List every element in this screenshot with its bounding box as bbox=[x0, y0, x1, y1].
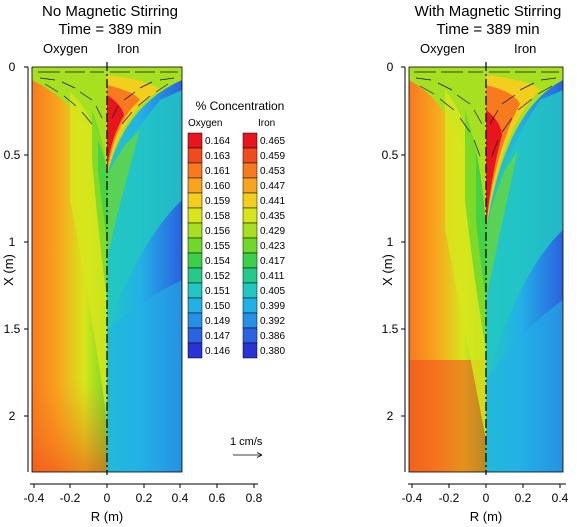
legend-oxygen-value: 0.149 bbox=[205, 316, 230, 327]
left-y-tick: 2 bbox=[9, 409, 16, 423]
right-panel-subtitle: Time = 389 min bbox=[436, 21, 540, 38]
right-x-tick: -0.4 bbox=[402, 491, 423, 505]
legend-title: % Concentration bbox=[196, 99, 285, 113]
left-x-tick: 0.2 bbox=[136, 491, 153, 505]
right-y-tick: 0.5 bbox=[382, 148, 399, 162]
legend-iron-value: 0.423 bbox=[260, 241, 285, 252]
legend-oxygen-value: 0.154 bbox=[205, 256, 230, 267]
left-x-tick: 0 bbox=[104, 491, 111, 505]
left-plot-frame bbox=[31, 66, 183, 473]
left-x-tick: 0.8 bbox=[246, 491, 263, 505]
right-x-axis-label: R (m) bbox=[470, 509, 503, 524]
right-y-tick: 2 bbox=[387, 409, 394, 423]
left-x-tick: -0.2 bbox=[60, 491, 81, 505]
right-x-tick: 0.4 bbox=[552, 491, 569, 505]
right-flow-vectors bbox=[414, 71, 559, 157]
legend-oxygen-value: 0.146 bbox=[205, 346, 230, 357]
right-x-tick: -0.2 bbox=[439, 491, 460, 505]
vector-scale-arrow bbox=[233, 452, 263, 458]
legend-oxygen-value: 0.152 bbox=[205, 271, 230, 282]
legend-oxygen-value: 0.159 bbox=[205, 196, 230, 207]
left-y-tick: 1.5 bbox=[4, 322, 21, 336]
legend-oxygen-colorbar bbox=[187, 132, 203, 359]
vector-scale-label: 1 cm/s bbox=[230, 436, 263, 448]
left-oxygen-label: Oxygen bbox=[43, 41, 88, 56]
legend-iron-value: 0.435 bbox=[260, 211, 285, 222]
legend-iron-value: 0.386 bbox=[260, 331, 285, 342]
right-plot-frame bbox=[408, 66, 564, 473]
legend-values: 0.164 0.163 0.161 0.160 0.159 0.158 0.156 0.155… bbox=[205, 136, 285, 357]
right-x-tick: 0.2 bbox=[515, 491, 532, 505]
right-oxygen-label: Oxygen bbox=[420, 41, 465, 56]
left-oxygen-field bbox=[32, 67, 107, 472]
left-y-tick: 0 bbox=[9, 60, 16, 74]
left-panel-subtitle: Time = 389 min bbox=[58, 21, 162, 38]
left-flow-vectors bbox=[38, 71, 178, 125]
legend-iron-value: 0.405 bbox=[260, 286, 285, 297]
left-y-axis bbox=[24, 66, 29, 472]
legend-oxygen-value: 0.156 bbox=[205, 226, 230, 237]
left-x-axis bbox=[30, 483, 258, 488]
right-y-tick: 1 bbox=[387, 235, 394, 249]
right-y-tick: 0 bbox=[387, 60, 394, 74]
legend-oxygen-value: 0.151 bbox=[205, 286, 230, 297]
legend-iron-value: 0.417 bbox=[260, 256, 285, 267]
right-y-tick: 1.5 bbox=[382, 322, 399, 336]
right-y-axis-label: X (m) bbox=[380, 254, 395, 286]
right-y-axis bbox=[401, 66, 406, 472]
right-x-axis bbox=[408, 483, 566, 488]
legend-oxygen-value: 0.155 bbox=[205, 241, 230, 252]
left-x-tick: -0.4 bbox=[24, 491, 45, 505]
legend-iron-value: 0.399 bbox=[260, 301, 285, 312]
left-y-tick: 1 bbox=[9, 235, 16, 249]
legend-iron-value: 0.392 bbox=[260, 316, 285, 327]
legend-iron-header: Iron bbox=[258, 118, 275, 129]
left-iron-label: Iron bbox=[117, 41, 139, 56]
legend-oxygen-value: 0.160 bbox=[205, 181, 230, 192]
legend-iron-value: 0.429 bbox=[260, 226, 285, 237]
left-iron-field bbox=[107, 67, 182, 472]
right-panel-title: With Magnetic Stirring bbox=[414, 3, 562, 20]
left-y-tick: 0.5 bbox=[4, 148, 21, 162]
left-y-axis-label: X (m) bbox=[1, 254, 16, 286]
legend-oxygen-value: 0.164 bbox=[205, 136, 230, 147]
left-x-tick: 0.4 bbox=[172, 491, 189, 505]
right-oxygen-field bbox=[409, 67, 486, 472]
legend-iron-value: 0.380 bbox=[260, 346, 285, 357]
legend-iron-value: 0.447 bbox=[260, 181, 285, 192]
legend-oxygen-value: 0.161 bbox=[205, 166, 230, 177]
left-panel bbox=[31, 62, 183, 475]
legend-oxygen-header: Oxygen bbox=[188, 118, 222, 129]
right-x-tick: 0 bbox=[483, 491, 490, 505]
legend-oxygen-value: 0.150 bbox=[205, 301, 230, 312]
legend-iron-value: 0.459 bbox=[260, 151, 285, 162]
legend-iron-value: 0.441 bbox=[260, 196, 285, 207]
legend-iron-value: 0.465 bbox=[260, 136, 285, 147]
legend-oxygen-value: 0.158 bbox=[205, 211, 230, 222]
legend-iron-colorbar bbox=[242, 132, 258, 359]
left-x-tick: 0.6 bbox=[209, 491, 226, 505]
left-panel-title: No Magnetic Stirring bbox=[42, 3, 178, 20]
right-iron-field bbox=[486, 67, 563, 472]
legend-iron-value: 0.411 bbox=[260, 271, 285, 282]
left-x-axis-label: R (m) bbox=[91, 509, 124, 524]
right-panel bbox=[408, 62, 564, 475]
legend-oxygen-value: 0.147 bbox=[205, 331, 230, 342]
legend-iron-value: 0.453 bbox=[260, 166, 285, 177]
legend-oxygen-value: 0.163 bbox=[205, 151, 230, 162]
right-iron-label: Iron bbox=[514, 41, 536, 56]
